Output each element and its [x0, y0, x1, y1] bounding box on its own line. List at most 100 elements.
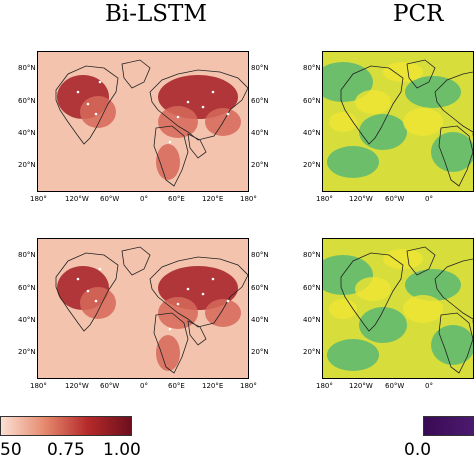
lat-tick-20n-pcr-top: 20°N: [303, 161, 321, 169]
lat-tick-40n-left-top: 40°N: [18, 129, 36, 137]
colorbar-pcr: [423, 416, 474, 436]
high-correlation-region: [403, 295, 443, 323]
lon-tick-0-a: 0°: [140, 195, 148, 203]
map-pcr-bottom: [322, 238, 474, 379]
low-correlation-region: [359, 307, 407, 343]
high-correlation-region: [355, 90, 391, 114]
lon-tick-pcr-180-b: 180°: [316, 382, 333, 390]
lat-tick-80n-right-bottom: 80°N: [251, 251, 269, 259]
coastline: [121, 59, 151, 89]
lat-tick-20n-left-top: 20°N: [18, 161, 36, 169]
lat-tick-80n-left-top: 80°N: [18, 64, 36, 72]
colorbar-tick-50: 50: [0, 440, 22, 460]
coastline: [121, 246, 151, 276]
map-bilstm-bottom: [37, 238, 249, 379]
coastline: [406, 59, 436, 89]
map-pcr-top: [322, 51, 474, 192]
lon-tick-0-b: 0°: [140, 382, 148, 390]
station-marker: [168, 140, 172, 144]
lon-tick-60e-b: 60°E: [168, 382, 185, 390]
lat-tick-60n-right-top: 60°N: [251, 97, 269, 105]
station-marker: [211, 90, 215, 94]
station-marker: [186, 287, 190, 291]
lon-tick-pcr-120w-a: 120°W: [349, 195, 373, 203]
correlation-region: [156, 335, 180, 371]
coastline: [55, 65, 119, 145]
station-marker: [94, 112, 98, 116]
station-marker: [86, 289, 90, 293]
lon-tick-180-a: 180°: [30, 195, 47, 203]
low-correlation-region: [405, 76, 461, 108]
station-marker: [76, 277, 80, 281]
lat-tick-20n-right-top: 20°N: [251, 161, 269, 169]
low-correlation-region: [327, 339, 379, 371]
station-marker: [226, 299, 230, 303]
coastline: [438, 125, 473, 187]
lat-tick-60n-left-top: 60°N: [18, 97, 36, 105]
lat-tick-60n-left-bottom: 60°N: [18, 284, 36, 292]
map-bilstm-top: [37, 51, 249, 192]
lat-tick-60n-pcr-bottom: 60°N: [303, 284, 321, 292]
lon-tick-180-a2: 180°: [240, 195, 257, 203]
lat-tick-20n-right-bottom: 20°N: [251, 348, 269, 356]
lon-tick-pcr-60w-b: 60°W: [385, 382, 405, 390]
station-marker: [94, 299, 98, 303]
coastline: [187, 133, 207, 159]
lat-tick-40n-pcr-bottom: 40°N: [303, 316, 321, 324]
coastline: [434, 258, 473, 320]
map-bilstm-top-svg: [38, 52, 248, 191]
colorbar-tick-100: 1.00: [103, 440, 141, 460]
map-pcr-bottom-svg: [323, 239, 473, 378]
coastline: [149, 69, 248, 141]
lon-tick-120e-a: 120°E: [202, 195, 224, 203]
station-marker: [226, 112, 230, 116]
station-marker: [176, 302, 180, 306]
lat-tick-80n-right-top: 80°N: [251, 64, 269, 72]
map-pcr-top-svg: [323, 52, 473, 191]
lon-tick-pcr-60w-a: 60°W: [385, 195, 405, 203]
coastline: [340, 252, 404, 332]
station-marker: [176, 115, 180, 119]
coastline: [153, 125, 189, 187]
correlation-region: [156, 144, 180, 180]
low-correlation-region: [327, 146, 379, 178]
station-marker: [98, 267, 102, 271]
colorbar-tick-00: 0.0: [404, 440, 432, 460]
low-correlation-region: [431, 325, 473, 365]
coastline: [434, 71, 473, 133]
lat-tick-80n-pcr-top: 80°N: [303, 64, 321, 72]
lat-tick-60n-pcr-top: 60°N: [303, 97, 321, 105]
correlation-region: [158, 106, 198, 138]
title-pcr: PCR: [393, 1, 444, 27]
lon-tick-pcr-0-b: 0°: [425, 382, 433, 390]
station-marker: [76, 90, 80, 94]
map-bilstm-bottom-svg: [38, 239, 248, 378]
lon-tick-60w-b: 60°W: [100, 382, 120, 390]
low-correlation-region: [431, 132, 473, 172]
lon-tick-180-b: 180°: [30, 382, 47, 390]
lat-tick-40n-right-bottom: 40°N: [251, 316, 269, 324]
high-correlation-region: [403, 108, 443, 136]
station-marker: [211, 277, 215, 281]
colorbar-bilstm: [0, 416, 132, 436]
lat-tick-60n-right-bottom: 60°N: [251, 284, 269, 292]
lat-tick-20n-pcr-bottom: 20°N: [303, 348, 321, 356]
lon-tick-60e-a: 60°E: [168, 195, 185, 203]
lat-tick-40n-right-top: 40°N: [251, 129, 269, 137]
lat-tick-40n-pcr-top: 40°N: [303, 129, 321, 137]
lon-tick-pcr-120w-b: 120°W: [349, 382, 373, 390]
high-correlation-region: [383, 62, 423, 82]
station-marker: [98, 80, 102, 84]
coastline: [55, 252, 119, 332]
station-marker: [201, 105, 205, 109]
correlation-region: [205, 299, 241, 327]
station-marker: [86, 102, 90, 106]
lon-tick-pcr-180-a: 180°: [316, 195, 333, 203]
station-marker: [186, 100, 190, 104]
high-correlation-region: [383, 249, 423, 269]
lon-tick-120w-a: 120°W: [65, 195, 89, 203]
low-correlation-region: [405, 269, 461, 301]
lat-tick-20n-left-bottom: 20°N: [18, 348, 36, 356]
coastline: [438, 312, 473, 374]
lat-tick-80n-pcr-bottom: 80°N: [303, 251, 321, 259]
